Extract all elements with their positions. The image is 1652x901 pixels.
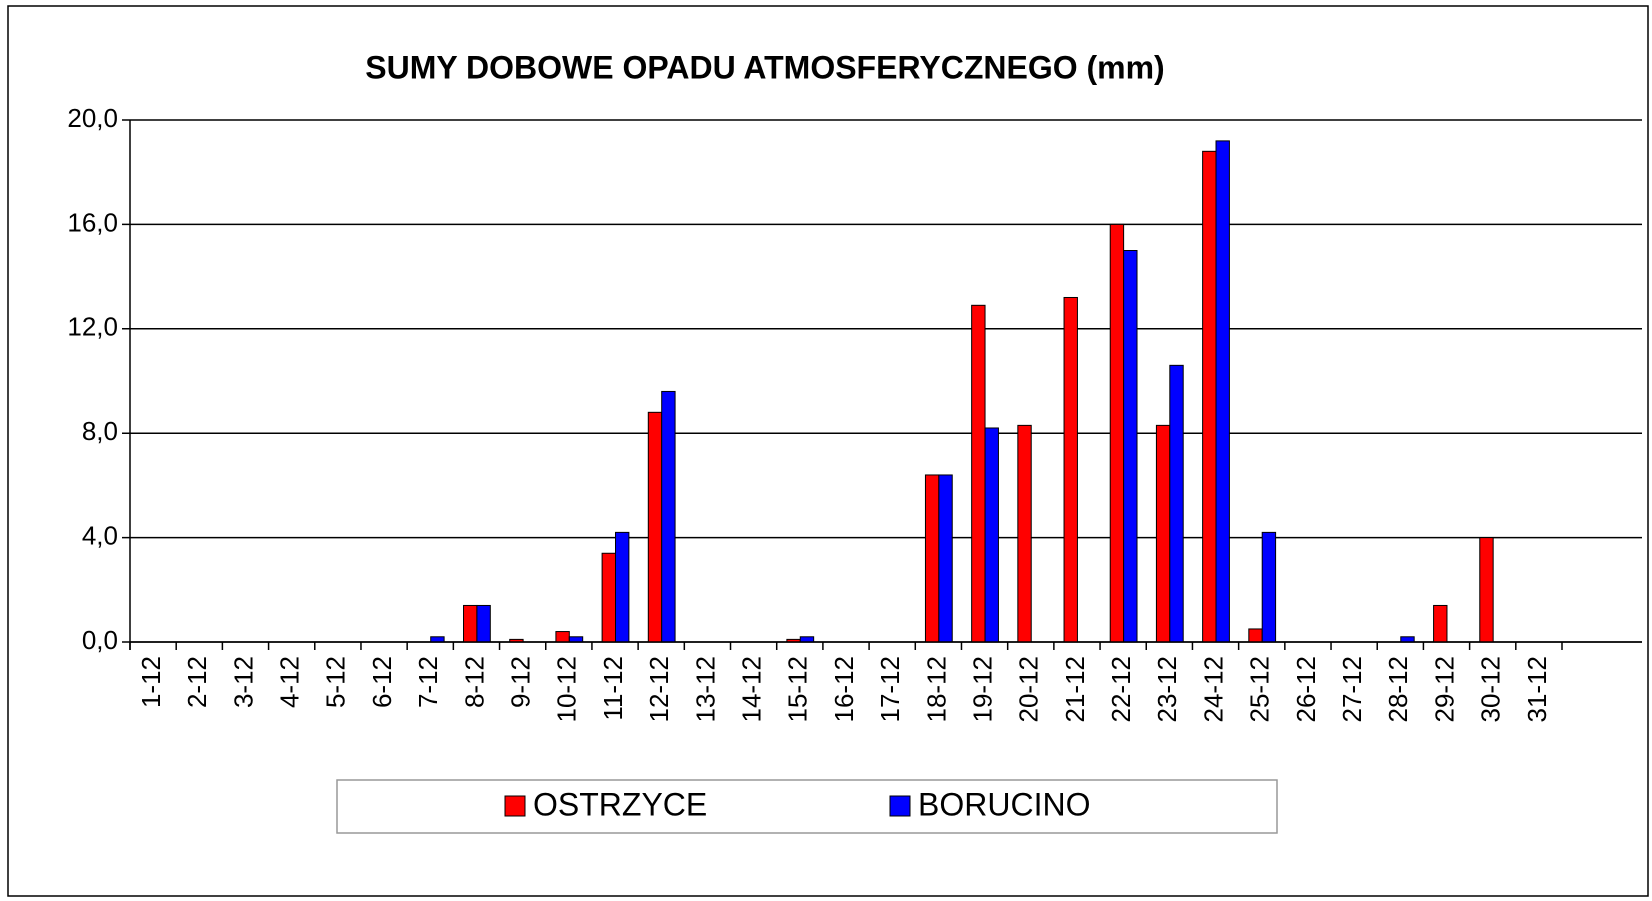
y-tick-label: 4,0 xyxy=(82,520,118,550)
bar xyxy=(430,636,445,643)
bar xyxy=(1261,531,1277,643)
x-tick-label: 12-12 xyxy=(644,656,674,723)
y-tick-label: 0,0 xyxy=(82,625,118,655)
x-tick-label: 26-12 xyxy=(1291,656,1321,723)
x-tick-label: 15-12 xyxy=(783,656,813,723)
bar xyxy=(1017,424,1032,643)
x-tick-label: 10-12 xyxy=(552,656,582,723)
x-tick-label: 11-12 xyxy=(598,656,628,721)
bar xyxy=(1400,636,1415,643)
x-tick-label: 31-12 xyxy=(1522,656,1552,723)
bar xyxy=(1202,150,1217,643)
bar xyxy=(1215,140,1230,643)
x-tick-label: 14-12 xyxy=(736,656,766,723)
x-tick-label: 28-12 xyxy=(1383,656,1413,723)
x-tick-label: 30-12 xyxy=(1476,656,1506,723)
x-tick-label: 25-12 xyxy=(1245,656,1275,723)
x-tick-label: 3-12 xyxy=(228,656,258,708)
bar xyxy=(647,411,663,643)
x-tick-label: 2-12 xyxy=(182,656,212,708)
x-tick-label: 19-12 xyxy=(967,656,997,723)
bar xyxy=(1433,604,1448,643)
x-tick-label: 6-12 xyxy=(367,656,397,708)
bar xyxy=(1155,424,1171,643)
chart-border xyxy=(7,5,1649,897)
bar xyxy=(476,604,491,643)
x-tick-label: 21-12 xyxy=(1060,656,1090,723)
bar xyxy=(614,531,630,643)
x-tick-label: 29-12 xyxy=(1429,656,1459,723)
legend-label: BORUCINO xyxy=(918,786,1090,822)
x-tick-label: 16-12 xyxy=(829,656,859,723)
x-tick-label: 5-12 xyxy=(321,656,351,708)
y-tick-label: 8,0 xyxy=(82,416,118,446)
legend-box xyxy=(336,779,1278,834)
x-tick-label: 9-12 xyxy=(506,656,536,708)
x-tick-label: 18-12 xyxy=(921,656,951,723)
bar xyxy=(1109,223,1125,643)
bar xyxy=(555,631,570,643)
x-tick-label: 24-12 xyxy=(1198,656,1228,723)
bar xyxy=(601,552,616,643)
legend-swatch xyxy=(504,795,526,817)
bar xyxy=(463,604,478,643)
bar xyxy=(1248,628,1263,643)
x-tick-label: 22-12 xyxy=(1106,656,1136,723)
x-tick-label: 1-12 xyxy=(136,656,166,708)
x-tick-label: 13-12 xyxy=(690,656,720,723)
x-tick-label: 17-12 xyxy=(875,656,905,723)
chart-title: SUMY DOBOWE OPADU ATMOSFERYCZNEGO (mm) xyxy=(365,49,1164,85)
x-tick-label: 27-12 xyxy=(1337,656,1367,723)
bar xyxy=(984,427,999,643)
bar xyxy=(1123,250,1138,643)
x-tick-label: 7-12 xyxy=(413,656,443,708)
bar xyxy=(924,474,940,643)
legend-label: OSTRZYCE xyxy=(533,786,707,822)
legend-swatch xyxy=(889,795,911,817)
x-tick-label: 23-12 xyxy=(1152,656,1182,723)
bar xyxy=(971,304,986,643)
bar xyxy=(799,636,815,643)
y-tick-label: 16,0 xyxy=(67,207,118,237)
bar xyxy=(661,390,676,643)
bar xyxy=(568,636,584,643)
y-tick-label: 20,0 xyxy=(67,103,118,133)
y-tick-label: 12,0 xyxy=(67,312,118,342)
bar xyxy=(1063,296,1078,643)
bar xyxy=(938,474,953,643)
x-tick-label: 8-12 xyxy=(459,656,489,708)
bar xyxy=(1169,364,1184,643)
bar xyxy=(1479,537,1494,643)
x-tick-label: 20-12 xyxy=(1014,656,1044,723)
x-tick-label: 4-12 xyxy=(275,656,305,708)
